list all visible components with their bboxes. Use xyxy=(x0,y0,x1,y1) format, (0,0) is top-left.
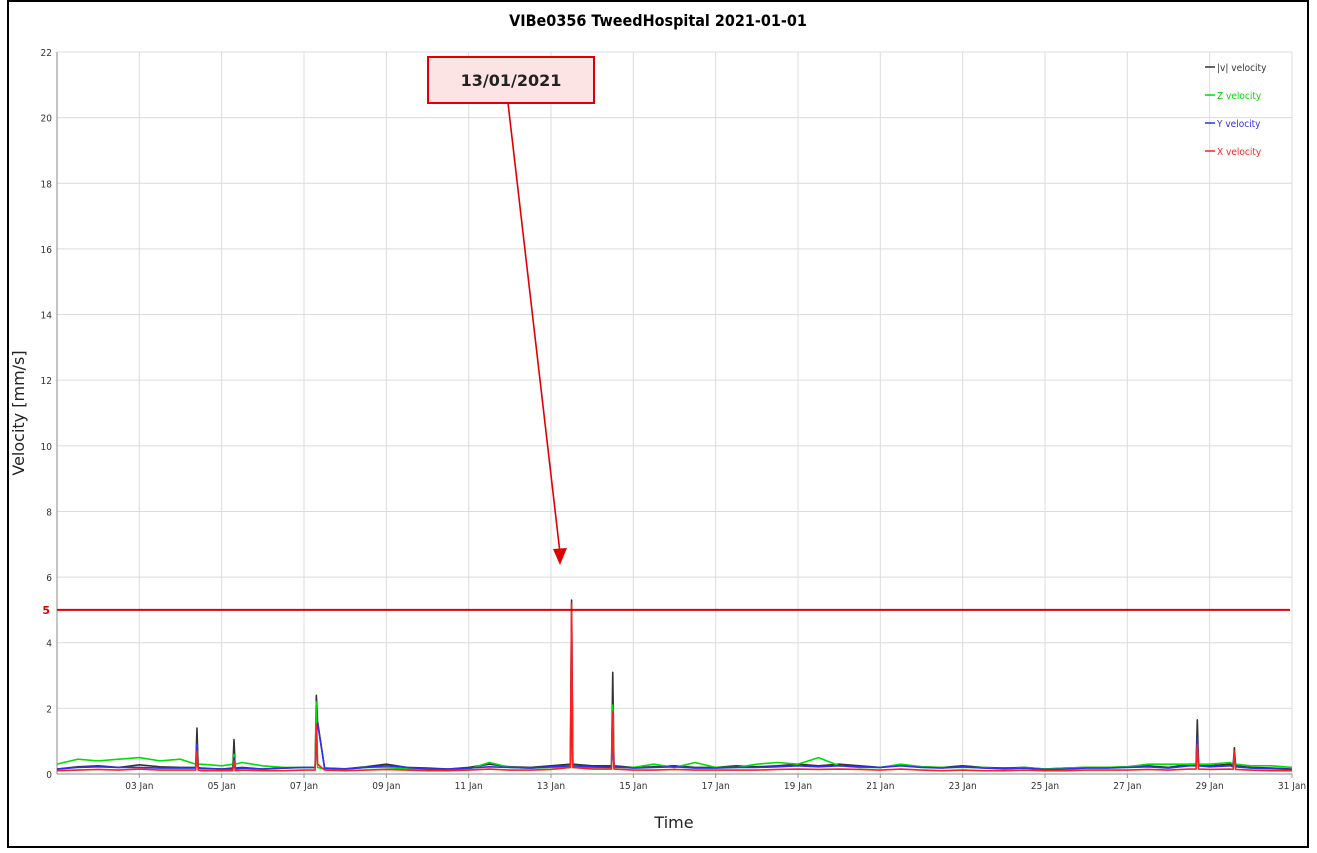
x-tick-label: 13 Jan xyxy=(537,781,565,792)
x-tick-label: 23 Jan xyxy=(949,781,977,792)
x-tick-label: 15 Jan xyxy=(619,781,647,792)
y-tick-label: 12 xyxy=(41,376,52,387)
x-tick-label: 19 Jan xyxy=(784,781,812,792)
y-tick-label: 0 xyxy=(46,770,52,781)
legend-label: X velocity xyxy=(1217,147,1262,158)
legend: |v| velocity Z velocity Y velocity X veloci… xyxy=(1205,63,1267,158)
plot: 5 xyxy=(42,599,1293,772)
legend-label: |v| velocity xyxy=(1217,63,1267,74)
legend-label: Z velocity xyxy=(1217,91,1262,102)
x-tick-label: 29 Jan xyxy=(1196,781,1224,792)
x-tick-label: 17 Jan xyxy=(702,781,730,792)
y-tick-label: 4 xyxy=(46,639,52,650)
annotation-text: 13/01/2021 xyxy=(461,71,562,90)
x-axis-label: Time xyxy=(653,813,693,832)
chart-title: VIBe0356 TweedHospital 2021-01-01 xyxy=(509,11,807,30)
y-tick-label: 20 xyxy=(41,114,53,125)
y-tick-label: 10 xyxy=(41,442,53,453)
annotation-arrowhead xyxy=(553,548,567,565)
x-tick-label: 25 Jan xyxy=(1031,781,1059,792)
y-tick-label: 2 xyxy=(46,704,52,715)
y-tick-label: 22 xyxy=(41,48,52,59)
x-tick-label: 27 Jan xyxy=(1113,781,1141,792)
x-tick-label: 11 Jan xyxy=(455,781,483,792)
frame xyxy=(7,0,1309,848)
legend-label: Y velocity xyxy=(1216,119,1261,130)
annotation-box xyxy=(427,56,595,104)
y-tick-label: 6 xyxy=(46,573,52,584)
x-tick-label: 03 Jan xyxy=(125,781,153,792)
y-tick-label: 16 xyxy=(41,245,53,256)
y-axis-label: Velocity [mm/s] xyxy=(9,350,28,475)
grid: 0 2 4 6 8 10 12 14 16 18 20 22 03 Jan 05 Jan 07 Jan 09 … xyxy=(41,48,1307,792)
x-tick-label: 05 Jan xyxy=(208,781,236,792)
y-tick-label: 14 xyxy=(41,311,53,322)
annotation-arrow xyxy=(507,102,561,554)
x-tick-label: 09 Jan xyxy=(372,781,400,792)
annotation: 13/01/2021 xyxy=(427,56,595,565)
series-line xyxy=(56,602,1292,772)
threshold-label: 5 xyxy=(42,604,50,617)
y-tick-label: 8 xyxy=(46,507,52,518)
x-tick-label: 07 Jan xyxy=(290,781,318,792)
y-tick-label: 18 xyxy=(41,179,53,190)
x-tick-label: 31 Jan xyxy=(1278,781,1306,792)
x-tick-label: 21 Jan xyxy=(866,781,894,792)
